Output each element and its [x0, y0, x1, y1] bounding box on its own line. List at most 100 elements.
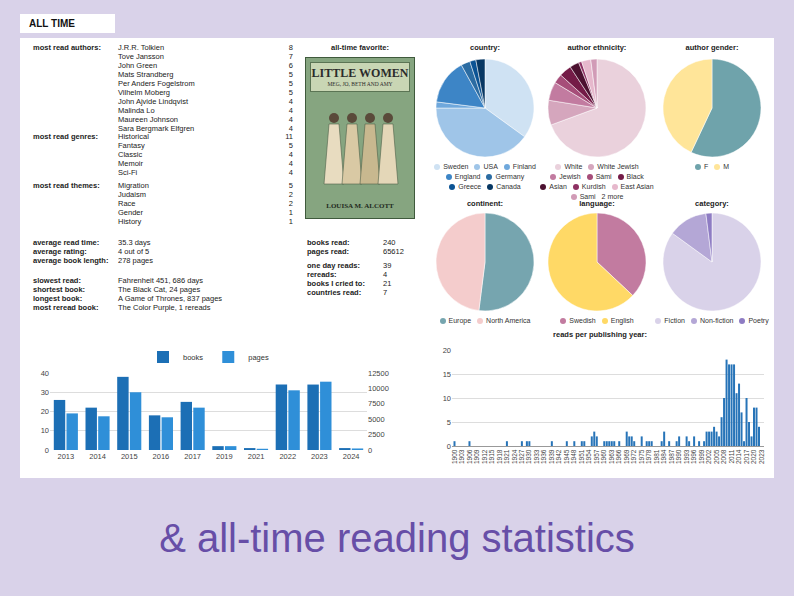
svg-text:5000: 5000: [368, 415, 385, 424]
svg-text:0: 0: [447, 442, 451, 451]
svg-text:15: 15: [443, 370, 451, 379]
svg-text:30: 30: [41, 388, 49, 397]
svg-text:1963: 1963: [608, 449, 615, 464]
svg-text:20: 20: [443, 346, 451, 355]
html-text:John Green: John Green: [118, 61, 158, 70]
html-text:Vilhelm Moberg: Vilhelm Moberg: [118, 88, 170, 97]
svg-text:2024: 2024: [343, 452, 360, 461]
svg-text:0: 0: [368, 446, 372, 455]
html-text:Tove Jansson: Tove Jansson: [118, 52, 164, 61]
svg-text:2008: 2008: [720, 449, 727, 464]
svg-text:0: 0: [45, 446, 49, 455]
svg-text:2023: 2023: [311, 452, 328, 461]
svg-text:2011: 2011: [728, 449, 735, 463]
svg-text:2014: 2014: [89, 452, 106, 461]
svg-text:1912: 1912: [481, 449, 488, 464]
html-text:Historical: Historical: [118, 132, 149, 141]
html-text:J.R.R. Tolkien: J.R.R. Tolkien: [118, 43, 165, 52]
svg-text:5: 5: [447, 418, 451, 427]
html-text:average rating:: average rating:: [33, 247, 87, 256]
html-text:Malinda Lo: Malinda Lo: [118, 106, 155, 115]
svg-text:1996: 1996: [690, 449, 697, 464]
svg-text:1915: 1915: [488, 449, 495, 464]
html-text:& all-time reading statistics: & all-time reading statistics: [159, 516, 635, 560]
svg-text:1939: 1939: [548, 449, 555, 464]
html-text:most read authors:: most read authors:: [33, 43, 101, 52]
html-text:Classic: Classic: [118, 150, 143, 159]
svg-text:1930: 1930: [525, 449, 532, 464]
svg-text:1924: 1924: [511, 449, 518, 464]
html-text:average read time:: average read time:: [33, 238, 100, 247]
svg-text:2013: 2013: [58, 452, 75, 461]
svg-text:2500: 2500: [368, 430, 385, 439]
svg-text:2023: 2023: [758, 449, 765, 464]
svg-text:1960: 1960: [600, 449, 607, 464]
html-text:Migration: Migration: [118, 181, 149, 190]
svg-text:7500: 7500: [368, 399, 385, 408]
svg-text:1927: 1927: [518, 449, 525, 464]
svg-text:1975: 1975: [638, 449, 645, 464]
svg-text:1948: 1948: [570, 449, 577, 464]
svg-text:2019: 2019: [216, 452, 233, 461]
svg-text:2015: 2015: [121, 452, 138, 461]
svg-text:1966: 1966: [615, 449, 622, 464]
html-text:Gender: Gender: [118, 208, 143, 217]
html-text:Judaism: Judaism: [118, 190, 146, 199]
html-text:ALL TIME: ALL TIME: [29, 18, 75, 29]
svg-text:1987: 1987: [668, 449, 675, 464]
svg-text:2002: 2002: [705, 449, 712, 464]
svg-text:1957: 1957: [593, 449, 600, 464]
html-text:Mats Strandberg: Mats Strandberg: [118, 70, 174, 79]
svg-text:1918: 1918: [496, 449, 503, 464]
svg-text:1909: 1909: [473, 449, 480, 464]
svg-text:1993: 1993: [683, 449, 690, 464]
svg-text:20: 20: [41, 407, 49, 416]
svg-text:1951: 1951: [578, 449, 585, 464]
svg-text:1933: 1933: [533, 449, 540, 464]
svg-text:40: 40: [41, 369, 49, 378]
svg-text:10000: 10000: [368, 384, 389, 393]
svg-text:1903: 1903: [458, 449, 465, 464]
svg-text:10: 10: [41, 426, 49, 435]
svg-text:1999: 1999: [698, 449, 705, 464]
svg-text:2017: 2017: [743, 449, 750, 464]
svg-text:books: books: [183, 353, 203, 362]
svg-text:1945: 1945: [563, 449, 570, 464]
html-text:most read themes:: most read themes:: [33, 181, 100, 190]
html-text:LITTLE WOMEN: LITTLE WOMEN: [311, 66, 409, 80]
svg-text:2016: 2016: [153, 452, 170, 461]
html-text:History: History: [118, 217, 142, 226]
html-text:Race: Race: [118, 199, 136, 208]
svg-text:1978: 1978: [645, 449, 652, 464]
svg-text:2005: 2005: [713, 449, 720, 464]
svg-text:1981: 1981: [653, 449, 660, 464]
svg-text:1900: 1900: [451, 449, 458, 464]
svg-text:1942: 1942: [555, 449, 562, 464]
svg-text:2022: 2022: [279, 452, 296, 461]
svg-text:1984: 1984: [660, 449, 667, 464]
html-text:most read genres:: most read genres:: [33, 132, 98, 141]
html-text:Sara Bergmark Elfgren: Sara Bergmark Elfgren: [118, 124, 195, 133]
svg-text:2020: 2020: [750, 449, 757, 464]
svg-text:2017: 2017: [184, 452, 201, 461]
html-text:Fantasy: Fantasy: [118, 141, 145, 150]
svg-text:12500: 12500: [368, 369, 389, 378]
svg-text:1954: 1954: [585, 449, 592, 464]
svg-text:1936: 1936: [540, 449, 547, 464]
svg-text:1972: 1972: [630, 449, 637, 464]
html-text:Per Anders Fogelstrom: Per Anders Fogelstrom: [118, 79, 195, 88]
svg-text:1969: 1969: [623, 449, 630, 464]
html-text:Sci-Fi: Sci-Fi: [118, 168, 138, 177]
svg-text:pages: pages: [248, 353, 269, 362]
svg-text:2014: 2014: [735, 449, 742, 464]
html-text:Memoir: Memoir: [118, 159, 143, 168]
html-text:35.3 days: 35.3 days: [118, 238, 151, 247]
svg-text:1990: 1990: [675, 449, 682, 464]
html-text:Maureen Johnson: Maureen Johnson: [118, 115, 178, 124]
svg-text:reads per publishing year:: reads per publishing year:: [553, 330, 647, 339]
svg-text:10: 10: [443, 394, 451, 403]
svg-text:1921: 1921: [503, 449, 510, 464]
svg-text:2021: 2021: [248, 452, 265, 461]
html-text:John Ajvide Lindqvist: John Ajvide Lindqvist: [118, 97, 188, 106]
svg-text:1906: 1906: [466, 449, 473, 464]
